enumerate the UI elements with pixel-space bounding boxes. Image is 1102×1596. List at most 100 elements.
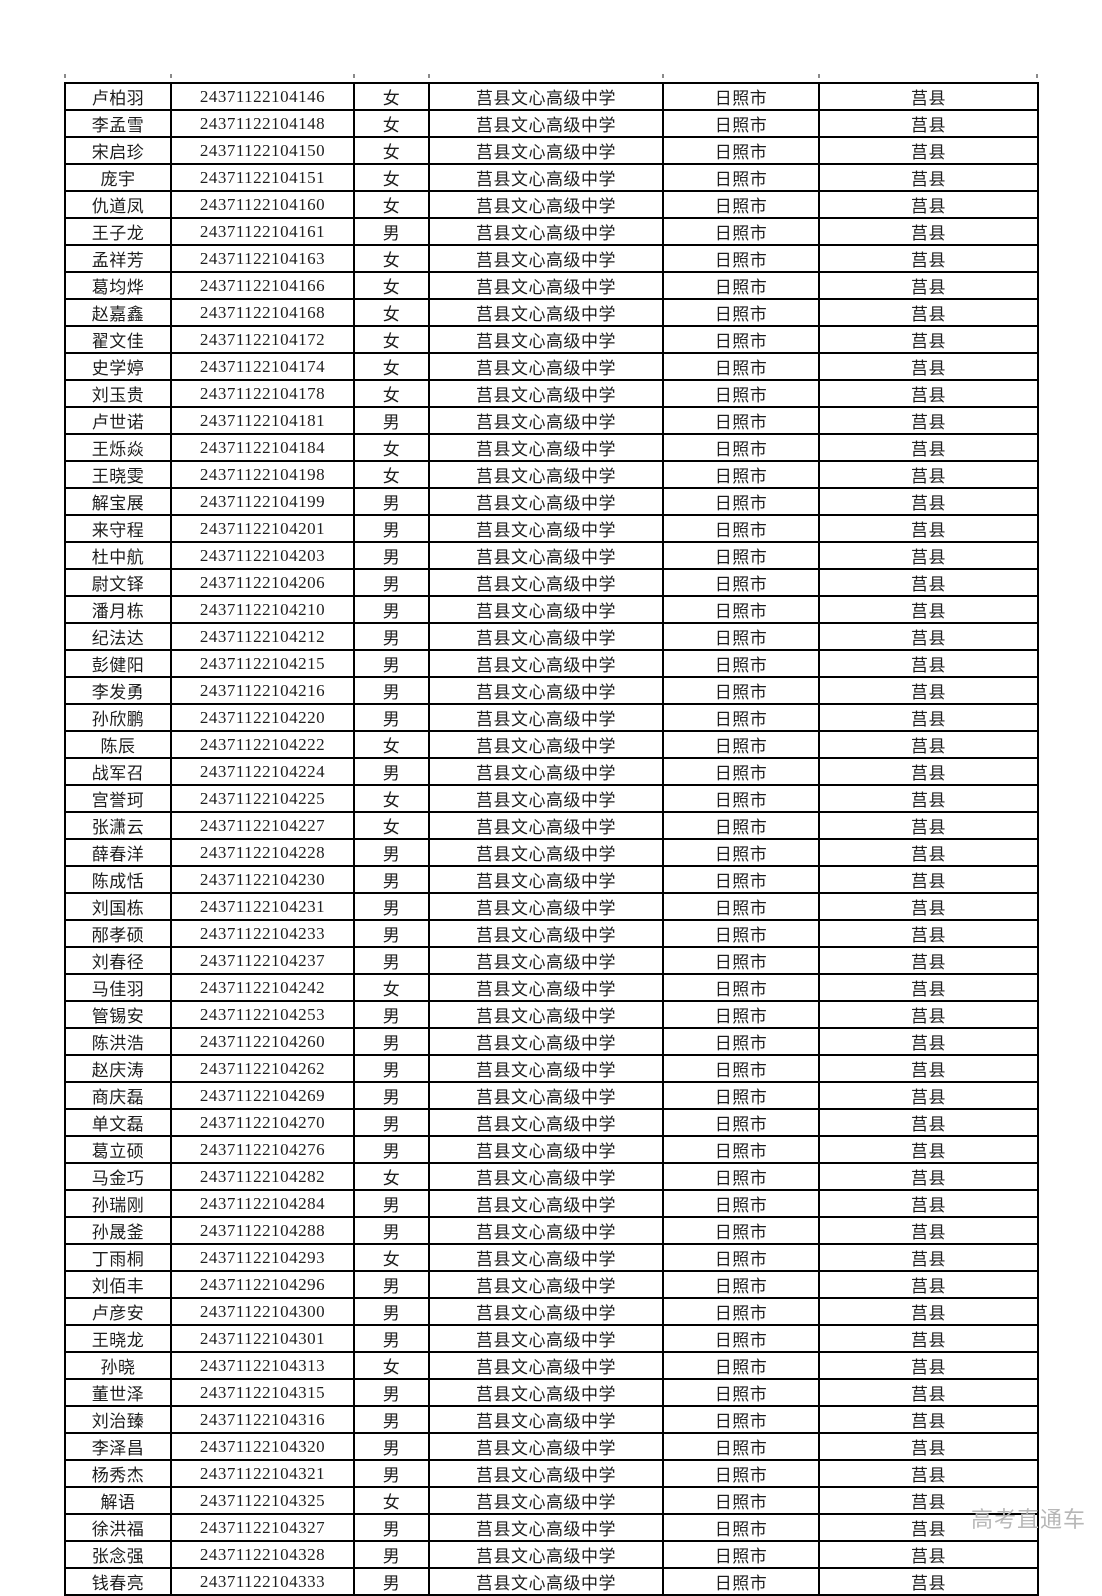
county-cell: 莒县	[818, 649, 1039, 678]
gender-cell: 男	[353, 1216, 430, 1245]
exam-number-cell: 24371122104148	[170, 109, 355, 138]
city-cell: 日照市	[662, 406, 820, 435]
exam-number-cell: 24371122104150	[170, 136, 355, 165]
school-cell: 莒县文心高级中学	[428, 217, 664, 246]
county-cell: 莒县	[818, 919, 1039, 948]
table-row: 刘治臻 24371122104316 男 莒县文心高级中学 日照市 莒县	[64, 1405, 1039, 1434]
exam-number-cell: 24371122104284	[170, 1189, 355, 1218]
city-cell: 日照市	[662, 136, 820, 165]
gender-cell: 男	[353, 1135, 430, 1164]
county-cell: 莒县	[818, 460, 1039, 489]
gender-cell: 女	[353, 298, 430, 327]
city-cell: 日照市	[662, 919, 820, 948]
gender-cell: 女	[353, 244, 430, 273]
city-cell: 日照市	[662, 1027, 820, 1056]
exam-number-cell: 24371122104231	[170, 892, 355, 921]
name-cell: 孙欣鹏	[64, 703, 172, 732]
name-cell: 邴孝硕	[64, 919, 172, 948]
city-cell: 日照市	[662, 649, 820, 678]
table-row: 单文磊 24371122104270 男 莒县文心高级中学 日照市 莒县	[64, 1108, 1039, 1137]
exam-number-cell: 24371122104151	[170, 163, 355, 192]
gender-cell: 男	[353, 406, 430, 435]
name-cell: 赵嘉鑫	[64, 298, 172, 327]
gender-cell: 男	[353, 1513, 430, 1542]
exam-number-cell: 24371122104327	[170, 1513, 355, 1542]
school-cell: 莒县文心高级中学	[428, 1270, 664, 1299]
name-cell: 李泽昌	[64, 1432, 172, 1461]
name-cell: 潘月栋	[64, 595, 172, 624]
county-cell: 莒县	[818, 1324, 1039, 1353]
name-cell: 杨秀杰	[64, 1459, 172, 1488]
school-cell: 莒县文心高级中学	[428, 1378, 664, 1407]
county-cell: 莒县	[818, 109, 1039, 138]
table-row: 薛春洋 24371122104228 男 莒县文心高级中学 日照市 莒县	[64, 838, 1039, 867]
table-row: 史学婷 24371122104174 女 莒县文心高级中学 日照市 莒县	[64, 352, 1039, 381]
gender-cell: 男	[353, 1378, 430, 1407]
county-cell: 莒县	[818, 1027, 1039, 1056]
name-cell: 李发勇	[64, 676, 172, 705]
school-cell: 莒县文心高级中学	[428, 406, 664, 435]
school-cell: 莒县文心高级中学	[428, 379, 664, 408]
city-cell: 日照市	[662, 325, 820, 354]
county-cell: 莒县	[818, 433, 1039, 462]
gender-cell: 男	[353, 1108, 430, 1137]
exam-number-cell: 24371122104203	[170, 541, 355, 570]
table-row: 庞宇 24371122104151 女 莒县文心高级中学 日照市 莒县	[64, 163, 1039, 192]
county-cell: 莒县	[818, 82, 1039, 111]
table-row: 孙欣鹏 24371122104220 男 莒县文心高级中学 日照市 莒县	[64, 703, 1039, 732]
exam-number-cell: 24371122104262	[170, 1054, 355, 1083]
school-cell: 莒县文心高级中学	[428, 1108, 664, 1137]
name-cell: 马金巧	[64, 1162, 172, 1191]
county-cell: 莒县	[818, 379, 1039, 408]
city-cell: 日照市	[662, 217, 820, 246]
county-cell: 莒县	[818, 541, 1039, 570]
name-cell: 董世泽	[64, 1378, 172, 1407]
county-cell: 莒县	[818, 190, 1039, 219]
exam-number-cell: 24371122104282	[170, 1162, 355, 1191]
name-cell: 钱春亮	[64, 1567, 172, 1596]
city-cell: 日照市	[662, 1108, 820, 1137]
name-cell: 庞宇	[64, 163, 172, 192]
city-cell: 日照市	[662, 1081, 820, 1110]
gender-cell: 女	[353, 730, 430, 759]
gender-cell: 男	[353, 217, 430, 246]
table-row: 王晓雯 24371122104198 女 莒县文心高级中学 日照市 莒县	[64, 460, 1039, 489]
city-cell: 日照市	[662, 595, 820, 624]
gender-cell: 女	[353, 1162, 430, 1191]
grid-tick	[64, 74, 66, 78]
name-cell: 陈辰	[64, 730, 172, 759]
school-cell: 莒县文心高级中学	[428, 325, 664, 354]
school-cell: 莒县文心高级中学	[428, 1432, 664, 1461]
gender-cell: 女	[353, 325, 430, 354]
school-cell: 莒县文心高级中学	[428, 1027, 664, 1056]
school-cell: 莒县文心高级中学	[428, 190, 664, 219]
school-cell: 莒县文心高级中学	[428, 622, 664, 651]
exam-number-cell: 24371122104301	[170, 1324, 355, 1353]
school-cell: 莒县文心高级中学	[428, 1162, 664, 1191]
gender-cell: 女	[353, 784, 430, 813]
name-cell: 来守程	[64, 514, 172, 543]
school-cell: 莒县文心高级中学	[428, 676, 664, 705]
table-row: 丁雨桐 24371122104293 女 莒县文心高级中学 日照市 莒县	[64, 1243, 1039, 1272]
exam-number-cell: 24371122104260	[170, 1027, 355, 1056]
exam-number-cell: 24371122104172	[170, 325, 355, 354]
exam-number-cell: 24371122104212	[170, 622, 355, 651]
county-cell: 莒县	[818, 865, 1039, 894]
name-cell: 彭健阳	[64, 649, 172, 678]
table-row: 王烁焱 24371122104184 女 莒县文心高级中学 日照市 莒县	[64, 433, 1039, 462]
gender-cell: 女	[353, 82, 430, 111]
county-cell: 莒县	[818, 784, 1039, 813]
school-cell: 莒县文心高级中学	[428, 1081, 664, 1110]
school-cell: 莒县文心高级中学	[428, 1459, 664, 1488]
grid-tick	[818, 74, 820, 78]
name-cell: 单文磊	[64, 1108, 172, 1137]
table-row: 卢柏羽 24371122104146 女 莒县文心高级中学 日照市 莒县	[64, 82, 1039, 111]
county-cell: 莒县	[818, 973, 1039, 1002]
gender-cell: 女	[353, 811, 430, 840]
exam-number-cell: 24371122104269	[170, 1081, 355, 1110]
name-cell: 仇道凤	[64, 190, 172, 219]
school-cell: 莒县文心高级中学	[428, 838, 664, 867]
table-row: 葛立硕 24371122104276 男 莒县文心高级中学 日照市 莒县	[64, 1135, 1039, 1164]
gender-cell: 女	[353, 379, 430, 408]
table-row: 陈洪浩 24371122104260 男 莒县文心高级中学 日照市 莒县	[64, 1027, 1039, 1056]
